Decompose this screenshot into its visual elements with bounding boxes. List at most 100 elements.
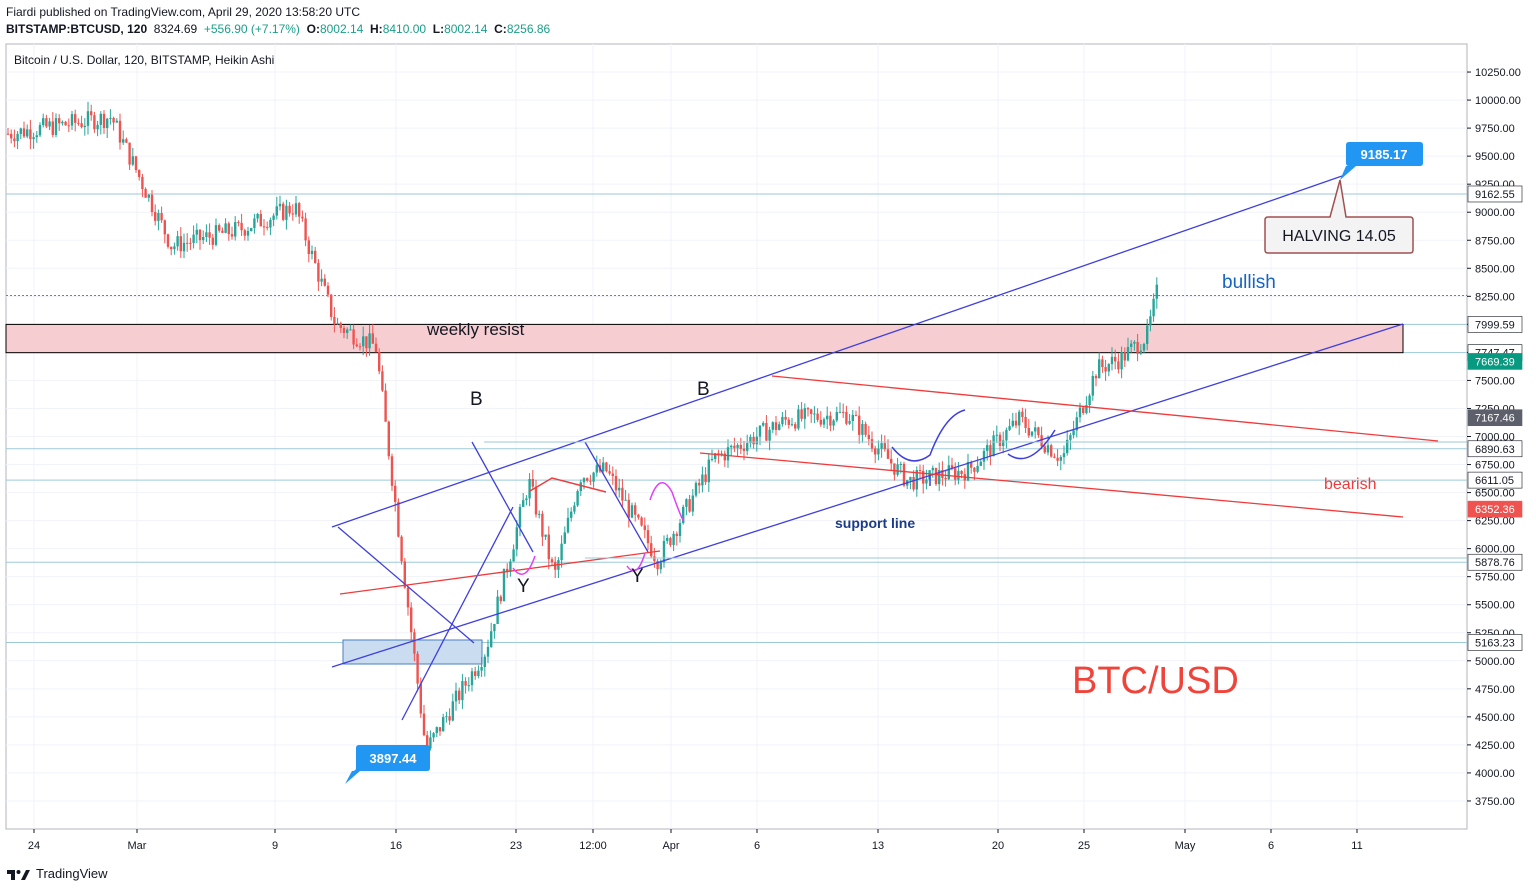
candle-body: [525, 498, 528, 501]
x-tick-label: 9: [272, 840, 278, 852]
high-callout-value: 9185.17: [1361, 147, 1408, 162]
high-label: H:: [370, 22, 383, 36]
candle-body: [989, 445, 992, 457]
price-tag-box: [1467, 409, 1523, 427]
price-change: +556.90 (+7.17%): [203, 22, 300, 36]
candle-body: [765, 422, 768, 441]
blue-arrow-2: [1007, 429, 1056, 460]
candle-body: [307, 240, 310, 255]
candle-body: [896, 464, 899, 475]
candle-body: [410, 607, 413, 633]
candle-body: [426, 735, 429, 749]
symbol-label[interactable]: BITSTAMP:BTCUSD, 120: [6, 22, 148, 36]
candle-body: [720, 453, 723, 455]
candle-body: [154, 212, 157, 221]
candle-body: [445, 716, 448, 718]
candle-body: [166, 234, 170, 247]
weekly-resist-zone[interactable]: [5, 323, 1404, 354]
candle-body: [634, 505, 637, 515]
candle-body: [819, 419, 822, 425]
candle-body: [534, 486, 538, 515]
candle-body: [1037, 427, 1040, 436]
low-callout[interactable]: 3897.44: [345, 745, 430, 784]
candle-body: [1002, 440, 1005, 446]
candle-body: [342, 328, 346, 333]
candle-body: [1126, 346, 1130, 361]
candle-body: [691, 495, 694, 512]
drawings[interactable]: [331, 175, 1467, 721]
candle-body: [461, 681, 464, 701]
price-tag-box: [1467, 316, 1523, 333]
low-value: 8002.14: [444, 22, 488, 36]
candle-body: [810, 409, 813, 414]
candle-body: [701, 474, 704, 486]
candle-body: [173, 246, 176, 250]
candle-body: [573, 505, 576, 512]
price-tag-box: [1467, 440, 1523, 458]
candle-body: [806, 408, 810, 410]
candle-body: [422, 713, 426, 736]
candle-body: [1062, 453, 1066, 458]
y-tick-label: 4000.00: [1475, 768, 1515, 780]
candle-body: [742, 448, 746, 451]
candle-body: [323, 278, 326, 286]
candle-body: [678, 523, 682, 536]
x-tick-label: 23: [510, 840, 522, 852]
candle-body: [842, 411, 845, 413]
btcusd-label: BTC/USD: [1072, 660, 1239, 702]
demand-zone-box[interactable]: [342, 639, 483, 665]
candle-body: [458, 690, 461, 701]
candle-body: [1066, 439, 1069, 454]
candle-body: [1130, 343, 1133, 347]
rise-line-1: [401, 506, 514, 721]
weekly-resist-label: weekly resist: [426, 320, 525, 339]
candle-body: [774, 422, 778, 430]
candle-body: [1043, 446, 1046, 453]
candle-body: [902, 463, 906, 486]
candle-body: [586, 478, 589, 481]
candle-body: [694, 482, 698, 496]
candle-body: [314, 250, 317, 263]
candle-body: [784, 416, 787, 420]
candle-body: [861, 423, 864, 435]
candle-body: [227, 223, 230, 235]
candle-body: [131, 156, 134, 165]
candle-body: [630, 505, 634, 518]
candle-body: [918, 470, 922, 472]
candle-body: [547, 534, 550, 560]
y-tick-label: 8750.00: [1475, 235, 1515, 247]
candle-body: [86, 111, 90, 126]
candle-body: [1059, 457, 1062, 461]
halving-callout[interactable]: HALVING 14.05: [1264, 179, 1414, 254]
x-tick-label: 20: [992, 840, 1004, 852]
time-axis[interactable]: 24 Mar 9 16 23 12:00 Apr 6 13 20 25 May 6 11: [28, 829, 1363, 852]
candle-body: [998, 434, 1002, 446]
x-tick-label: 25: [1078, 840, 1090, 852]
channel-upper-line: [331, 175, 1343, 528]
price-axis[interactable]: 3750.00 4000.00 4250.00 4500.00 4750.00 5000.…: [1467, 67, 1523, 808]
candle-body: [938, 470, 941, 485]
candle-body: [16, 133, 19, 142]
candle-body: [1091, 375, 1094, 396]
candle-body: [752, 436, 755, 445]
candle-body: [493, 623, 496, 632]
y-tick-label: 8500.00: [1475, 263, 1515, 275]
candle-body: [509, 561, 512, 572]
candle-body: [416, 653, 419, 684]
candle-body: [570, 511, 573, 518]
candle-body: [19, 128, 22, 134]
candle-body: [746, 443, 749, 451]
candle-body: [1110, 356, 1114, 365]
x-tick-label: 12:00: [579, 840, 607, 852]
candle-body: [288, 205, 291, 214]
candle-body: [250, 228, 253, 231]
wave-y-label-1: Y: [517, 576, 530, 597]
candle-body: [352, 329, 355, 345]
candle-body: [291, 213, 294, 215]
candle-body: [627, 499, 630, 518]
high-callout[interactable]: 9185.17: [1340, 142, 1423, 180]
candle-body: [99, 113, 102, 125]
tradingview-footer[interactable]: TradingView: [6, 866, 108, 881]
candle-body: [474, 671, 477, 676]
